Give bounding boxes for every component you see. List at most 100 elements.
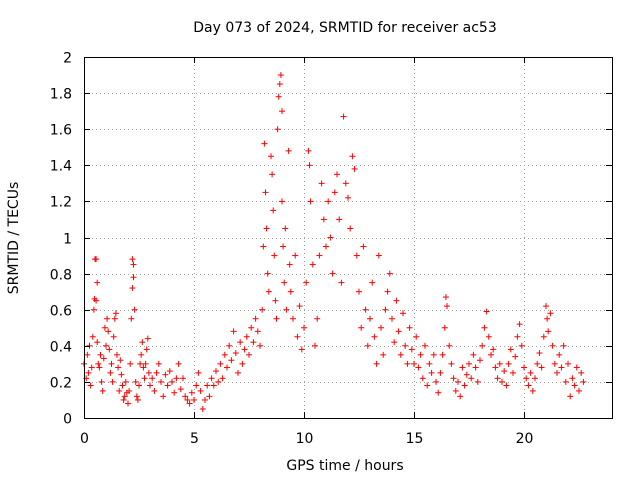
data-point [466,360,472,367]
data-point [129,285,136,292]
data-point [329,270,336,277]
data-point [112,310,119,317]
data-point [558,364,565,371]
data-point [228,357,235,364]
data-point [121,393,128,400]
data-point [371,333,378,340]
data-point [457,393,464,400]
data-point [342,180,349,187]
data-point [104,315,111,322]
data-point [90,306,97,313]
data-point [364,342,371,349]
data-point [446,342,453,349]
x-tick-label: 20 [516,431,534,447]
data-point [100,355,107,362]
data-point [115,364,122,371]
chart-title: Day 073 of 2024, SRMTID for receiver ac5… [193,20,497,36]
data-point [534,360,541,367]
data-point [117,357,124,364]
y-tick-label: 0.2 [50,376,72,392]
data-point [428,369,435,376]
data-point [147,382,153,389]
data-point [188,389,195,396]
data-point [241,346,248,353]
data-point [127,360,134,367]
data-point [494,375,501,382]
data-point [279,108,285,115]
data-point [527,369,534,376]
data-point [270,207,277,214]
data-point [132,378,139,385]
data-point [134,396,141,403]
data-point [145,369,152,376]
data-point [280,243,287,250]
data-point [567,393,574,400]
data-point [283,306,290,313]
data-point [485,333,492,340]
data-point [287,288,294,295]
data-point [95,360,102,367]
data-point [88,364,95,371]
data-point [455,378,461,385]
data-point [306,162,313,169]
data-point [358,324,365,331]
data-point [128,315,135,322]
data-point [142,360,149,367]
data-point [384,288,391,295]
data-point [463,371,470,378]
data-point [426,360,433,367]
data-point [171,389,178,396]
data-point [551,360,558,367]
y-tick-label: 2 [63,51,72,67]
data-point [122,378,129,385]
data-point [89,333,96,340]
data-point [224,364,230,371]
data-point [118,371,125,378]
data-point [137,360,144,367]
data-point [305,147,312,154]
data-point [580,378,587,385]
data-point [140,364,147,371]
data-point [444,303,450,310]
data-point [411,360,417,367]
data-point [336,216,343,223]
data-point [184,396,191,403]
data-point [193,382,200,389]
data-point [101,324,108,331]
data-point [393,297,400,304]
data-point [351,165,358,172]
data-point [290,315,296,322]
data-point [96,364,103,371]
data-point [395,328,402,335]
data-point [138,351,145,358]
data-point [307,198,314,205]
data-point [298,346,305,353]
data-point [164,382,171,389]
axis-ticks [84,57,612,419]
data-point [439,351,446,358]
data-point [323,243,329,250]
data-point [94,279,101,286]
data-point [549,342,556,349]
data-point [210,382,217,389]
data-point [459,364,466,371]
data-point [177,386,184,393]
data-point [356,288,362,295]
data-point [149,375,156,382]
data-point [133,393,140,400]
data-point [199,405,206,412]
data-point [195,369,202,376]
data-point [437,369,444,376]
data-point [320,216,327,223]
data-point [273,315,280,322]
data-point [422,342,428,349]
data-point [173,375,180,382]
y-tick-label: 1 [63,232,72,248]
data-point [180,375,186,382]
data-point [131,306,138,313]
data-point [232,350,239,357]
data-point [301,324,307,331]
data-point [560,342,567,349]
data-point [340,113,347,120]
